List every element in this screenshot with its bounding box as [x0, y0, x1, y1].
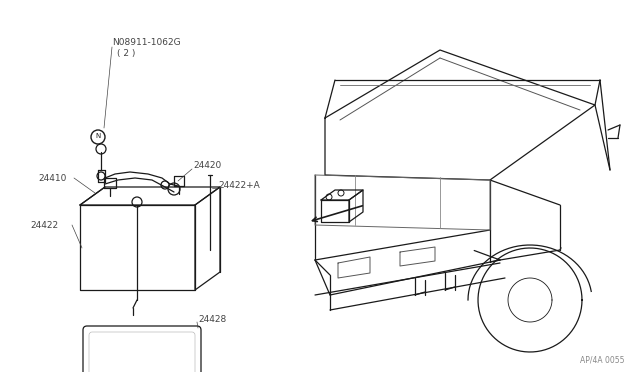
Text: ( 2 ): ( 2 ) [117, 48, 136, 58]
Text: 24422+A: 24422+A [218, 180, 260, 189]
Text: 24420: 24420 [193, 160, 221, 170]
Text: 24410: 24410 [38, 173, 67, 183]
Text: 24422: 24422 [30, 221, 58, 230]
Text: N08911-1062G: N08911-1062G [112, 38, 180, 46]
Text: AP/4A 0055: AP/4A 0055 [580, 356, 625, 365]
Text: 24428: 24428 [198, 315, 227, 324]
Text: N: N [95, 133, 100, 139]
